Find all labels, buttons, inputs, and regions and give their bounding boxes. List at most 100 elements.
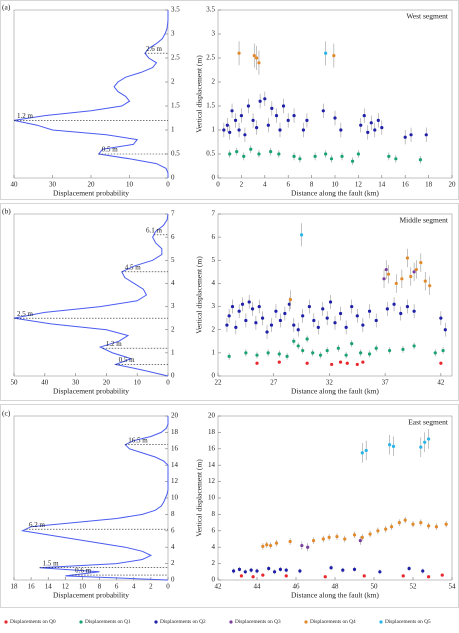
x-tick-label: 44 [254, 583, 262, 591]
data-point [344, 325, 348, 329]
data-point [419, 445, 423, 449]
data-point [292, 339, 296, 343]
data-point [332, 54, 336, 58]
x-tick-label: 6 [115, 583, 119, 591]
data-point [227, 314, 231, 318]
y-tick-label: 0 [212, 576, 216, 584]
data-point [358, 539, 362, 543]
data-point [283, 311, 287, 316]
data-point [380, 126, 384, 130]
data-point [263, 97, 267, 101]
data-point [368, 532, 372, 536]
data-point [327, 535, 331, 539]
y-tick-label: 3 [212, 30, 216, 38]
x-tick-label: 37 [382, 379, 390, 387]
annotation-label: 6.1 m [146, 226, 163, 234]
x-axis-label: Displacement probability [53, 387, 129, 396]
data-point [244, 351, 248, 355]
x-tick-label: 40 [11, 181, 19, 189]
data-point [419, 261, 423, 265]
data-point [321, 537, 325, 541]
data-point [277, 352, 281, 356]
data-point [427, 437, 431, 441]
data-point [225, 323, 229, 327]
y-tick-label: 1 [212, 348, 216, 356]
data-point [423, 440, 427, 444]
data-point [403, 135, 407, 139]
data-point [265, 330, 269, 334]
data-point [403, 518, 407, 522]
data-point [292, 154, 296, 158]
y-tick-label: 0 [171, 576, 175, 584]
panel-label: (b) [2, 207, 11, 216]
data-point [272, 570, 277, 574]
data-point [335, 534, 339, 539]
x-tick-label: 50 [11, 379, 19, 387]
data-point [350, 342, 354, 346]
data-point [301, 348, 305, 353]
y-tick-label: 10 [208, 494, 216, 502]
data-point [369, 121, 373, 125]
data-point [367, 352, 372, 356]
x-tick-label: 46 [293, 583, 301, 591]
y-tick-label: 20 [208, 412, 216, 420]
x-axis-label: Distance along the fault (km) [291, 387, 379, 396]
data-point [311, 539, 316, 543]
data-point [427, 575, 431, 579]
data-point [391, 444, 396, 448]
y-tick-label: 1.5 [171, 102, 180, 110]
x-tick-label: 30 [49, 181, 57, 189]
data-point [333, 321, 337, 325]
y-tick-label: 14 [208, 461, 216, 469]
data-point [433, 351, 437, 355]
chart-title: Middle segment [399, 216, 448, 225]
x-tick-label: 0 [166, 379, 170, 387]
data-point [269, 543, 273, 548]
data-point [274, 309, 278, 313]
data-point [364, 448, 368, 453]
x-tick-label: 18 [425, 181, 433, 189]
data-point [288, 298, 293, 302]
y-axis-label: Vertical displacement (m) [195, 459, 204, 537]
data-point [362, 574, 366, 578]
y-tick-label: 0 [171, 174, 175, 182]
data-point [401, 347, 405, 351]
data-point [306, 545, 310, 549]
x-tick-label: 20 [449, 181, 457, 189]
x-tick-label: 0 [166, 583, 170, 591]
y-tick-label: 2 [171, 325, 175, 333]
x-tick-label: 20 [88, 181, 96, 189]
x-tick-label: 10 [332, 181, 340, 189]
data-point [328, 300, 333, 304]
data-point [301, 314, 305, 318]
data-point [324, 152, 328, 156]
y-tick-label: 18 [171, 428, 179, 436]
data-point [255, 569, 259, 573]
legend-label: Displacements on Q0 [10, 619, 56, 625]
y-axis-label: Vertical displacement (m) [195, 256, 204, 334]
data-point [389, 525, 394, 529]
data-point [260, 316, 265, 320]
data-point [261, 573, 265, 577]
data-point [409, 274, 413, 279]
x-tick-label: 18 [11, 583, 19, 591]
data-point [323, 575, 327, 579]
data-point [287, 302, 291, 306]
x-tick-label: 14 [378, 181, 386, 189]
legend-label: Displacements on Q2 [160, 619, 206, 625]
data-point [366, 130, 370, 134]
data-point [284, 574, 288, 578]
data-point [424, 133, 428, 137]
data-point [247, 300, 251, 304]
y-tick-label: 2 [212, 559, 216, 567]
data-point [267, 566, 271, 571]
data-point [387, 154, 391, 158]
x-tick-label: 22 [215, 379, 223, 387]
data-point [350, 304, 354, 309]
y-tick-label: 1.5 [206, 102, 215, 110]
y-tick-label: 3.5 [171, 6, 180, 14]
data-point [384, 527, 388, 531]
data-point [394, 281, 398, 286]
data-point [277, 360, 281, 364]
data-point [266, 123, 270, 127]
